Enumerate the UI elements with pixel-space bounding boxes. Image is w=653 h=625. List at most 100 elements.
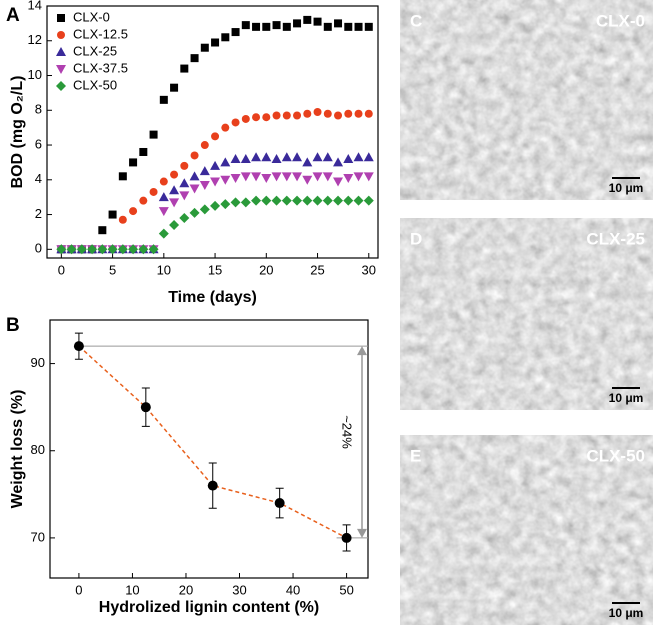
image-label: CLX-50 — [586, 446, 645, 465]
image-panel-label: D — [410, 229, 422, 248]
marker — [261, 152, 272, 162]
marker — [322, 172, 333, 182]
marker — [353, 152, 364, 162]
y-tick-label: 8 — [35, 102, 42, 117]
marker — [363, 172, 374, 182]
legend-marker — [57, 31, 65, 39]
marker — [312, 195, 323, 206]
y-tick-label: 2 — [35, 206, 42, 221]
marker — [179, 178, 190, 188]
marker — [117, 244, 128, 255]
marker — [97, 244, 108, 255]
marker — [364, 22, 373, 31]
marker — [210, 200, 221, 211]
marker — [343, 195, 354, 206]
legend-label: CLX-37.5 — [73, 60, 128, 75]
marker — [303, 15, 312, 24]
x-tick-label: 10 — [125, 582, 139, 597]
marker — [189, 207, 200, 218]
plot-frame — [46, 5, 379, 259]
marker — [231, 28, 240, 37]
marker — [73, 341, 84, 352]
marker — [129, 207, 138, 216]
marker — [333, 195, 344, 206]
x-tick-label: 10 — [157, 262, 171, 277]
marker — [169, 198, 180, 208]
marker — [220, 157, 231, 167]
x-tick-label: 0 — [75, 582, 82, 597]
marker — [199, 166, 210, 176]
marker — [118, 215, 127, 224]
x-tick-label: 30 — [232, 582, 246, 597]
marker — [159, 95, 168, 104]
marker — [251, 195, 262, 206]
marker — [353, 195, 364, 206]
sem-image — [400, 0, 653, 200]
marker — [353, 172, 364, 182]
marker — [230, 153, 241, 163]
y-tick-label: 10 — [28, 67, 42, 82]
marker — [333, 177, 344, 187]
marker — [87, 244, 98, 255]
marker — [293, 19, 302, 28]
arrow-head — [357, 528, 367, 538]
y-tick-label: 4 — [35, 171, 42, 186]
marker — [262, 22, 271, 31]
y-tick-label: 6 — [35, 136, 42, 151]
marker — [271, 153, 282, 163]
x-tick-label: 40 — [286, 582, 300, 597]
marker — [281, 195, 292, 206]
marker — [207, 480, 218, 491]
y-tick-label: 14 — [28, 0, 42, 12]
marker — [158, 228, 169, 239]
marker — [211, 132, 220, 141]
marker — [148, 244, 159, 255]
x-tick-label: 30 — [362, 262, 376, 277]
marker — [221, 123, 230, 132]
marker — [323, 22, 332, 31]
x-tick-label: 5 — [109, 262, 116, 277]
marker — [138, 244, 149, 255]
scale-label: 10 μm — [609, 181, 644, 195]
marker — [129, 158, 138, 167]
marker — [271, 172, 282, 182]
marker — [231, 118, 240, 127]
marker — [169, 185, 180, 195]
trend-line — [78, 345, 347, 539]
image-label: CLX-0 — [596, 11, 645, 30]
marker — [170, 83, 179, 92]
marker — [281, 152, 292, 162]
legend-marker — [56, 47, 66, 56]
marker — [179, 213, 190, 224]
marker — [252, 113, 261, 122]
marker — [344, 109, 353, 118]
y-tick-label: 90 — [31, 355, 45, 370]
panel-label: A — [6, 5, 20, 26]
marker — [190, 151, 199, 160]
scale-label: 10 μm — [609, 391, 644, 405]
marker — [190, 54, 199, 63]
y-tick-label: 12 — [28, 32, 42, 47]
y-tick-label: 0 — [35, 241, 42, 256]
marker — [282, 22, 291, 31]
y-tick-label: 70 — [31, 529, 45, 544]
legend-marker — [57, 14, 65, 22]
marker — [241, 114, 250, 123]
legend-marker — [56, 65, 66, 74]
marker — [363, 195, 374, 206]
marker — [139, 147, 148, 156]
marker — [323, 109, 332, 118]
annotation: ~24% — [340, 415, 355, 449]
legend-label: CLX-12.5 — [73, 26, 128, 41]
marker — [211, 38, 220, 47]
marker — [107, 244, 118, 255]
marker — [140, 402, 151, 413]
x-tick-label: 0 — [58, 262, 65, 277]
marker — [261, 174, 272, 184]
image-panel-label: E — [410, 446, 421, 465]
x-tick-label: 20 — [259, 262, 273, 277]
marker — [313, 108, 322, 117]
marker — [282, 111, 291, 120]
marker — [344, 22, 353, 31]
marker — [363, 152, 374, 162]
